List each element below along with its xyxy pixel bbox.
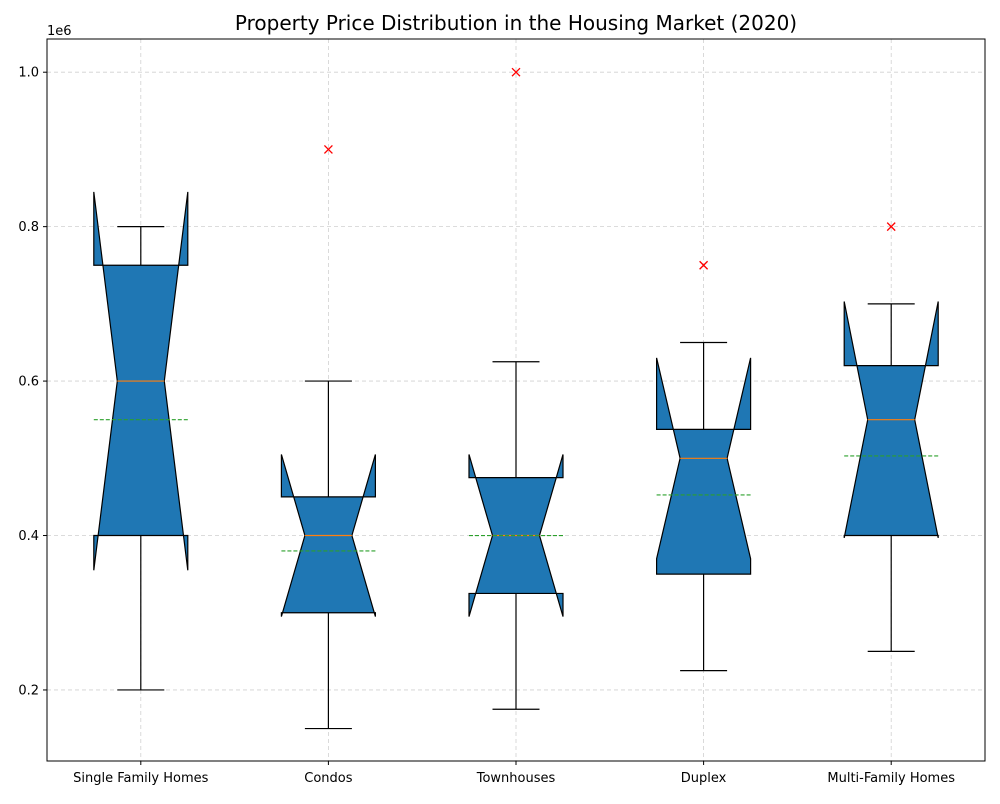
y-tick-label: 1.0	[18, 66, 39, 81]
y-tick-label: 0.2	[18, 683, 39, 698]
outlier-stroke	[886, 222, 896, 232]
box-group	[655, 260, 752, 672]
box-group	[280, 144, 376, 730]
outlier-marker	[511, 67, 521, 77]
chart-title: Property Price Distribution in the Housi…	[235, 11, 797, 35]
outlier-stroke	[511, 67, 521, 77]
outlier-marker	[323, 144, 333, 154]
box-group	[468, 67, 564, 710]
outlier-stroke	[699, 260, 709, 270]
y-tick-label: 0.8	[18, 220, 39, 235]
x-tick-label: Single Family Homes	[73, 771, 208, 786]
x-tick-label: Multi-Family Homes	[827, 771, 955, 786]
box-layer	[93, 67, 939, 730]
x-tick-label: Duplex	[681, 771, 727, 786]
box-group	[93, 191, 189, 691]
y-offset-text: 1e6	[47, 24, 72, 39]
outlier-marker	[886, 222, 896, 232]
notched-box	[655, 357, 752, 575]
x-tick-label: Condos	[304, 771, 352, 786]
tick-layer: 0.2 0.4 0.6 0.8 1.0 Single Family Homes Condos…	[18, 66, 955, 786]
axes-frame	[46, 38, 986, 762]
y-tick-label: 0.6	[18, 375, 39, 390]
y-tick-label: 0.4	[18, 529, 39, 544]
box-group	[843, 222, 939, 652]
outlier-stroke	[323, 144, 333, 154]
outlier-marker	[699, 260, 709, 270]
x-tick-label: Townhouses	[476, 771, 556, 786]
